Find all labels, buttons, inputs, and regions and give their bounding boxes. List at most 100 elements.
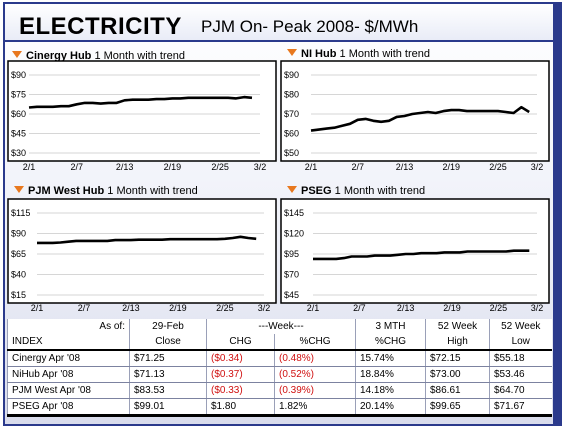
row-3m: 20.14% (355, 398, 426, 417)
y-tick-label: $90 (11, 229, 26, 239)
y-tick-label: $15 (11, 290, 26, 300)
row-low: $55.18 (489, 350, 552, 367)
row-index: PSEG Apr '08 (7, 398, 130, 417)
row-pchg: (0.48%) (274, 350, 356, 367)
chart-panel-0 (7, 60, 277, 162)
col-low: Low (489, 334, 552, 351)
x-tick-label: 2/7 (352, 162, 365, 172)
y-tick-label: $95 (284, 249, 299, 259)
y-tick-label: $60 (284, 129, 299, 139)
y-tick-label: $40 (11, 270, 26, 280)
row-high: $72.15 (425, 350, 490, 367)
table-header-row-2: INDEX Close CHG %CHG %CHG High Low (7, 334, 552, 351)
x-tick-label: 2/25 (216, 303, 234, 313)
chart-subtitle: 1 Month with trend (94, 50, 185, 62)
x-tick-label: 2/1 (31, 303, 44, 313)
table-header-row-1: As of: 29-Feb ---Week--- 3 MTH 52 Week 5… (7, 319, 552, 334)
series-line-0 (310, 105, 530, 132)
x-tick-label: 2/19 (443, 162, 461, 172)
y-tick-label: $90 (11, 70, 26, 80)
x-tick-label: 3/2 (254, 162, 267, 172)
row-high: $73.00 (425, 366, 490, 383)
y-tick-label: $65 (11, 249, 26, 259)
series-line-0 (313, 249, 530, 261)
x-tick-label: 2/7 (78, 303, 91, 313)
y-tick-label: $75 (11, 90, 26, 100)
row-low: $53.46 (489, 366, 552, 383)
row-chg: ($0.34) (206, 350, 275, 367)
row-chg: $1.80 (206, 398, 275, 417)
chart-title: PJM West Hub (28, 185, 105, 197)
triangle-down-icon (14, 186, 24, 193)
y-tick-label: $50 (284, 148, 299, 158)
x-tick-label: 2/13 (397, 303, 415, 313)
x-tick-label: 2/25 (211, 162, 229, 172)
row-low: $71.67 (489, 398, 552, 417)
table-row: NiHub Apr '08 $71.13 ($0.37) (0.52%) 18.… (7, 366, 552, 383)
52week-high-group: 52 Week (425, 319, 490, 334)
chart-title: Cinergy Hub (26, 50, 92, 62)
y-tick-label: $45 (284, 290, 299, 300)
col-3m-pchg: %CHG (355, 334, 426, 351)
row-pchg: (0.52%) (274, 366, 356, 383)
y-tick-label: $60 (11, 109, 26, 119)
series-line-0 (28, 95, 253, 109)
chart-panel-2 (7, 198, 277, 304)
col-index: INDEX (7, 334, 130, 351)
table-row: Cinergy Apr '08 $71.25 ($0.34) (0.48%) 1… (7, 350, 552, 367)
panel-title-nihub: NI Hub 1 Month with trend (287, 48, 430, 60)
panel-title-pjmwest: PJM West Hub 1 Month with trend (14, 185, 198, 197)
panel-title-cinergy: Cinergy Hub 1 Month with trend (12, 50, 185, 62)
x-tick-label: 3/2 (258, 303, 271, 313)
x-tick-label: 2/13 (122, 303, 140, 313)
x-tick-label: 3/2 (531, 162, 544, 172)
row-chg: ($0.37) (206, 366, 275, 383)
row-pchg: 1.82% (274, 398, 356, 417)
col-close: Close (129, 334, 207, 351)
52week-low-group: 52 Week (489, 319, 552, 334)
row-index: PJM West Apr '08 (7, 382, 130, 399)
x-tick-label: 2/19 (443, 303, 461, 313)
row-close: $71.25 (129, 350, 207, 367)
x-tick-label: 2/25 (489, 162, 507, 172)
col-pchg: %CHG (274, 334, 356, 351)
x-tick-label: 2/13 (116, 162, 134, 172)
col-high: High (425, 334, 490, 351)
triangle-down-icon (287, 186, 297, 193)
chart-subtitle: 1 Month with trend (107, 185, 198, 197)
table-row: PSEG Apr '08 $99.01 $1.80 1.82% 20.14% $… (7, 398, 552, 417)
title-bar: ELECTRICITY PJM On- Peak 2008- $/MWh (3, 2, 555, 42)
y-tick-label: $45 (11, 129, 26, 139)
row-close: $99.01 (129, 398, 207, 417)
price-table: As of: 29-Feb ---Week--- 3 MTH 52 Week 5… (7, 319, 552, 417)
page-subtitle: PJM On- Peak 2008- $/MWh (201, 17, 419, 36)
x-tick-label: 2/1 (305, 162, 318, 172)
y-tick-label: $30 (11, 148, 26, 158)
x-tick-label: 2/1 (23, 162, 36, 172)
triangle-down-icon (12, 51, 22, 58)
row-low: $64.70 (489, 382, 552, 399)
row-index: Cinergy Apr '08 (7, 350, 130, 367)
chart-title: NI Hub (301, 48, 337, 60)
y-tick-label: $115 (11, 208, 30, 218)
chart-subtitle: 1 Month with trend (334, 185, 426, 197)
chart-subtitle: 1 Month with trend (339, 48, 431, 60)
y-tick-label: $80 (284, 90, 299, 100)
three-month-header: 3 MTH (355, 319, 426, 334)
x-tick-label: 2/7 (353, 303, 366, 313)
x-tick-label: 2/19 (164, 162, 182, 172)
asof-label: As of: (7, 319, 130, 334)
week-group-header: ---Week--- (206, 319, 356, 334)
x-tick-label: 2/7 (71, 162, 84, 172)
row-high: $99.65 (425, 398, 490, 417)
right-accent-bar (555, 2, 562, 426)
y-tick-label: $70 (284, 109, 299, 119)
triangle-down-icon (287, 49, 297, 56)
x-tick-label: 2/19 (169, 303, 187, 313)
panel-title-pseg: PSEG 1 Month with trend (287, 185, 425, 197)
y-tick-label: $90 (284, 70, 299, 80)
row-high: $86.61 (425, 382, 490, 399)
chart-panel-1 (280, 60, 550, 162)
row-close: $83.53 (129, 382, 207, 399)
